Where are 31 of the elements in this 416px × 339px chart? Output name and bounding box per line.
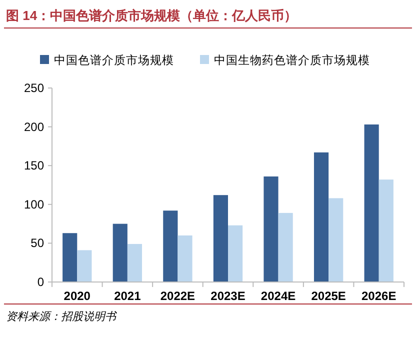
bar [178,235,192,282]
bar [62,233,78,282]
legend-label: 中国生物药色谱介质市场规模 [214,53,370,67]
legend-label: 中国色谱介质市场规模 [54,53,174,67]
y-tick-label: 150 [24,158,44,173]
bar [364,124,379,282]
bar [163,210,178,282]
y-tick-label: 200 [24,120,44,134]
bar [378,180,394,282]
bar [228,225,243,282]
x-tick-label: 2021 [114,289,142,303]
bar [77,250,92,282]
text: 资料来源：招股说明书 [6,310,118,323]
bar [314,152,329,282]
y-tick-label: 100 [24,197,44,212]
bar [264,176,278,282]
bar [213,195,228,282]
bar [112,224,128,282]
y-tick-label: 250 [24,81,44,95]
x-tick-label: 2025E [311,289,346,303]
x-tick-label: 2026E [362,289,396,303]
x-tick-label: 2020 [64,289,91,303]
bar [278,212,293,282]
x-tick-label: 2023E [210,289,246,303]
chart-title: 图 14：中国色谱介质市场规模（单位：亿人民币） [6,8,298,23]
x-tick-label: 2022E [160,289,196,303]
bar [328,198,344,282]
bar [127,244,142,282]
x-tick-label: 2024E [260,289,296,303]
y-tick-label: 0 [37,275,44,289]
y-tick-label: 50 [30,236,44,250]
